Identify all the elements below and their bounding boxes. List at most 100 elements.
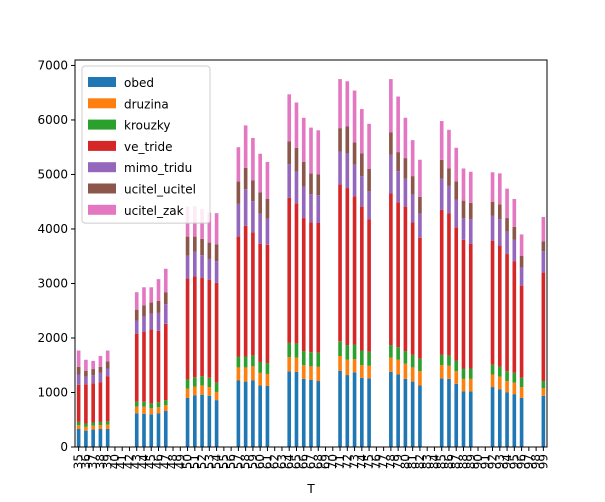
y-tick-label: 6000 — [37, 113, 68, 127]
bar-obed-72 — [345, 375, 350, 447]
bar-obed-35 — [76, 429, 81, 447]
bar-obed-65 — [294, 371, 299, 447]
bar-obed-68 — [316, 381, 321, 447]
legend-swatch-ucitel_zak — [88, 204, 116, 215]
bar-ucitel_ucitel-80 — [403, 158, 408, 179]
bar-ucitel_ucitel-82 — [418, 196, 422, 214]
legend-label-mimo_tridu: mimo_tridu — [124, 161, 192, 175]
x-tick-label: 76 — [369, 454, 383, 469]
x-tick-label: 86 — [442, 454, 456, 469]
x-tick-label: 63 — [275, 454, 289, 469]
bar-mimo_tridu-61 — [265, 218, 270, 245]
bar-ucitel_ucitel-38 — [98, 366, 103, 373]
bar-druzina-37 — [91, 425, 95, 430]
bar-mimo_tridu-67 — [309, 194, 313, 223]
bar-druzina-86 — [447, 365, 451, 379]
bar-obed-86 — [447, 378, 451, 447]
x-tick-label: 37 — [86, 454, 100, 469]
bar-ve_tride-81 — [410, 222, 415, 355]
bar-ucitel_ucitel-92 — [490, 201, 495, 216]
bar-ucitel_ucitel-35 — [76, 366, 81, 375]
bar-ucitel_zak-85 — [439, 121, 444, 160]
bar-druzina-99 — [541, 388, 546, 396]
bar-ucitel_ucitel-53 — [207, 242, 212, 259]
bar-ucitel_zak-54 — [214, 213, 219, 245]
bar-mimo_tridu-54 — [214, 261, 219, 283]
bar-obed-47 — [163, 411, 168, 447]
bar-druzina-74 — [360, 365, 364, 378]
bar-krouzky-80 — [403, 351, 408, 364]
bar-mimo_tridu-66 — [301, 186, 306, 219]
bar-krouzky-78 — [389, 345, 393, 358]
x-tick-label: 46 — [152, 454, 166, 469]
bar-ucitel_zak-68 — [316, 130, 321, 175]
bar-mimo_tridu-38 — [98, 372, 103, 383]
bar-krouzky-87 — [454, 360, 459, 372]
bar-ve_tride-74 — [360, 206, 364, 351]
bar-ve_tride-53 — [207, 279, 212, 378]
bar-krouzky-52 — [200, 376, 204, 386]
bar-krouzky-47 — [163, 400, 168, 406]
bar-ucitel_ucitel-37 — [91, 369, 95, 376]
legend-swatch-druzina — [88, 98, 116, 109]
bar-obed-44 — [142, 413, 146, 447]
bar-obed-75 — [367, 378, 371, 447]
x-tick-label: 58 — [239, 454, 253, 469]
bar-obed-88 — [461, 391, 466, 447]
bar-krouzky-86 — [447, 355, 451, 366]
y-tick-label: 2000 — [37, 331, 68, 345]
bar-obed-54 — [214, 400, 219, 447]
bar-obed-38 — [98, 429, 103, 447]
bar-ucitel_ucitel-44 — [142, 305, 146, 317]
bar-obed-95 — [512, 394, 517, 447]
bar-ve_tride-88 — [461, 239, 466, 369]
bar-ucitel_zak-80 — [403, 117, 408, 159]
bar-obed-59 — [251, 380, 255, 447]
bar-mimo_tridu-78 — [389, 154, 393, 194]
bar-krouzky-72 — [345, 345, 350, 360]
bar-druzina-79 — [396, 359, 400, 375]
x-tick-label: 71 — [333, 454, 347, 469]
legend-swatch-ve_tride — [88, 140, 116, 151]
bar-druzina-43 — [134, 406, 139, 414]
bar-mimo_tridu-65 — [294, 171, 299, 204]
bar-obed-66 — [301, 378, 306, 447]
bar-ve_tride-54 — [214, 282, 219, 383]
bar-druzina-80 — [403, 363, 408, 379]
bar-druzina-45 — [149, 408, 154, 415]
bar-krouzky-95 — [512, 372, 517, 383]
bar-obed-74 — [360, 377, 364, 447]
bar-druzina-94 — [505, 381, 509, 393]
x-tick-label: 51 — [188, 454, 202, 469]
bar-druzina-46 — [156, 407, 161, 414]
bar-mimo_tridu-94 — [505, 231, 509, 255]
bar-ve_tride-75 — [367, 219, 371, 352]
bar-krouzky-74 — [360, 350, 364, 366]
bar-ve_tride-79 — [396, 202, 400, 348]
bar-krouzky-44 — [142, 401, 146, 407]
bar-krouzky-75 — [367, 351, 371, 366]
bar-obed-45 — [149, 414, 154, 447]
bar-ucitel_zak-79 — [396, 96, 400, 153]
bar-krouzky-65 — [294, 343, 299, 358]
bar-ucitel_zak-39 — [105, 350, 110, 362]
bar-druzina-53 — [207, 387, 212, 396]
bar-krouzky-64 — [287, 342, 292, 358]
x-tick-label: 93 — [493, 454, 507, 469]
x-tick-label: 95 — [507, 454, 521, 469]
bar-ucitel_zak-87 — [454, 147, 459, 182]
bar-ucitel_zak-93 — [497, 173, 502, 205]
bar-obed-46 — [156, 413, 161, 447]
x-tick-label: 47 — [159, 454, 173, 469]
bar-druzina-51 — [193, 386, 197, 396]
bar-krouzky-53 — [207, 377, 212, 388]
bar-druzina-61 — [265, 373, 270, 386]
bar-ve_tride-39 — [105, 376, 110, 422]
bar-krouzky-35 — [76, 421, 81, 426]
bar-ucitel_zak-71 — [338, 79, 342, 129]
bar-krouzky-38 — [98, 421, 103, 426]
legend: obed druzina krouzky ve_tride mimo_triduucit… — [81, 65, 211, 224]
bar-obed-58 — [243, 381, 248, 447]
bar-obed-94 — [505, 392, 509, 447]
bar-krouzky-61 — [265, 363, 270, 374]
